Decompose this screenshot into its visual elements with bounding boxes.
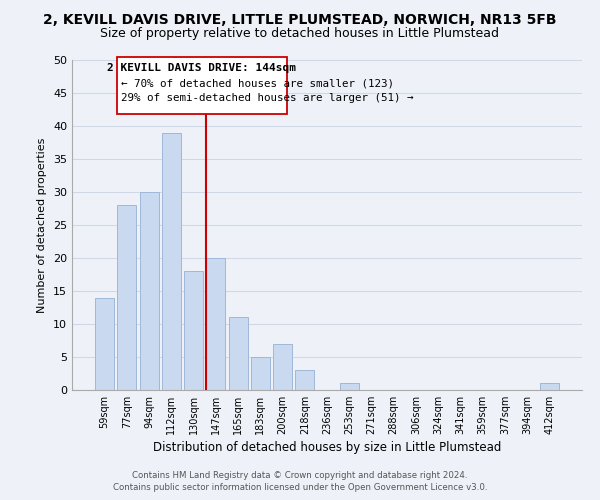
Text: ← 70% of detached houses are smaller (123): ← 70% of detached houses are smaller (12… — [121, 78, 394, 88]
Bar — [184, 271, 203, 390]
Text: 29% of semi-detached houses are larger (51) →: 29% of semi-detached houses are larger (… — [121, 93, 414, 103]
Bar — [162, 132, 181, 390]
Bar — [273, 344, 292, 390]
Bar — [229, 318, 248, 390]
Y-axis label: Number of detached properties: Number of detached properties — [37, 138, 47, 312]
Bar — [540, 384, 559, 390]
Bar — [117, 56, 287, 114]
Bar — [206, 258, 225, 390]
Text: Size of property relative to detached houses in Little Plumstead: Size of property relative to detached ho… — [101, 28, 499, 40]
X-axis label: Distribution of detached houses by size in Little Plumstead: Distribution of detached houses by size … — [153, 441, 501, 454]
Text: 2 KEVILL DAVIS DRIVE: 144sqm: 2 KEVILL DAVIS DRIVE: 144sqm — [107, 64, 296, 74]
Bar — [340, 384, 359, 390]
Bar — [295, 370, 314, 390]
Text: Contains HM Land Registry data © Crown copyright and database right 2024.
Contai: Contains HM Land Registry data © Crown c… — [113, 471, 487, 492]
Bar — [140, 192, 158, 390]
Bar — [118, 205, 136, 390]
Bar — [251, 357, 270, 390]
Bar — [95, 298, 114, 390]
Text: 2, KEVILL DAVIS DRIVE, LITTLE PLUMSTEAD, NORWICH, NR13 5FB: 2, KEVILL DAVIS DRIVE, LITTLE PLUMSTEAD,… — [43, 12, 557, 26]
